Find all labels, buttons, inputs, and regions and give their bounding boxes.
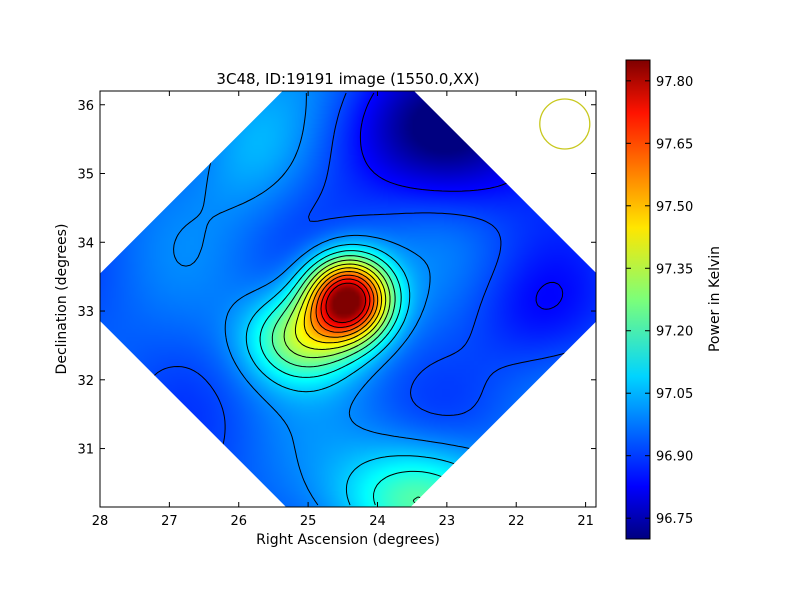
contour-level-7 <box>294 263 387 350</box>
colorbar-gradient <box>625 59 651 540</box>
x-tick-label: 21 <box>577 514 594 529</box>
y-tick-label: 31 <box>77 443 94 458</box>
y-tick-label: 33 <box>77 305 94 320</box>
colorbar-tick-label: 97.50 <box>656 200 693 215</box>
colorbar-tick-label: 96.75 <box>656 512 693 527</box>
contour-level-6 <box>283 259 391 359</box>
plot-frame <box>99 90 597 508</box>
x-tick-label: 28 <box>92 514 109 529</box>
contour-level-8 <box>303 267 383 344</box>
x-axis: 28 27 26 25 24 23 22 21 <box>92 91 594 529</box>
colorbar-ticks: 96.75 96.90 97.05 97.20 97.35 97.50 97.65 97.80 <box>626 75 693 527</box>
beam-marker <box>539 98 591 150</box>
x-axis-label: Right Ascension (degrees) <box>256 532 440 548</box>
contour-lines <box>140 92 595 506</box>
x-tick-label: 26 <box>230 514 247 529</box>
x-tick-label: 27 <box>161 514 178 529</box>
chart-title: 3C48, ID:19191 image (1550.0,XX) <box>216 70 479 88</box>
y-tick-label: 36 <box>77 99 94 114</box>
contour-level-12 <box>325 282 367 324</box>
x-tick-label: 24 <box>369 514 386 529</box>
x-tick-label: 23 <box>439 514 456 529</box>
y-axis: 31 32 33 34 35 36 <box>77 99 596 458</box>
colorbar-tick-label: 97.05 <box>656 387 693 402</box>
y-tick-label: 35 <box>77 168 94 183</box>
colorbar-label: Power in Kelvin <box>707 246 723 352</box>
y-tick-label: 34 <box>77 236 94 251</box>
colorbar: 96.75 96.90 97.05 97.20 97.35 97.50 97.65 97.80… <box>625 59 723 540</box>
colorbar-tick-label: 97.65 <box>656 137 693 152</box>
y-tick-label: 32 <box>77 374 94 389</box>
colorbar-tick-label: 96.90 <box>656 450 693 465</box>
contour-level-5 <box>271 255 425 506</box>
contour-level-9 <box>310 271 379 338</box>
contour-level-11 <box>320 278 371 328</box>
colorbar-tick-label: 97.35 <box>656 262 693 277</box>
y-axis-label: Declination (degrees) <box>54 224 70 375</box>
colorbar-tick-label: 97.20 <box>656 325 693 340</box>
colorbar-tick-label: 97.80 <box>656 75 693 90</box>
plot-area <box>99 90 597 508</box>
x-tick-label: 25 <box>300 514 317 529</box>
contour-level-10 <box>315 274 375 333</box>
x-tick-label: 22 <box>508 514 525 529</box>
